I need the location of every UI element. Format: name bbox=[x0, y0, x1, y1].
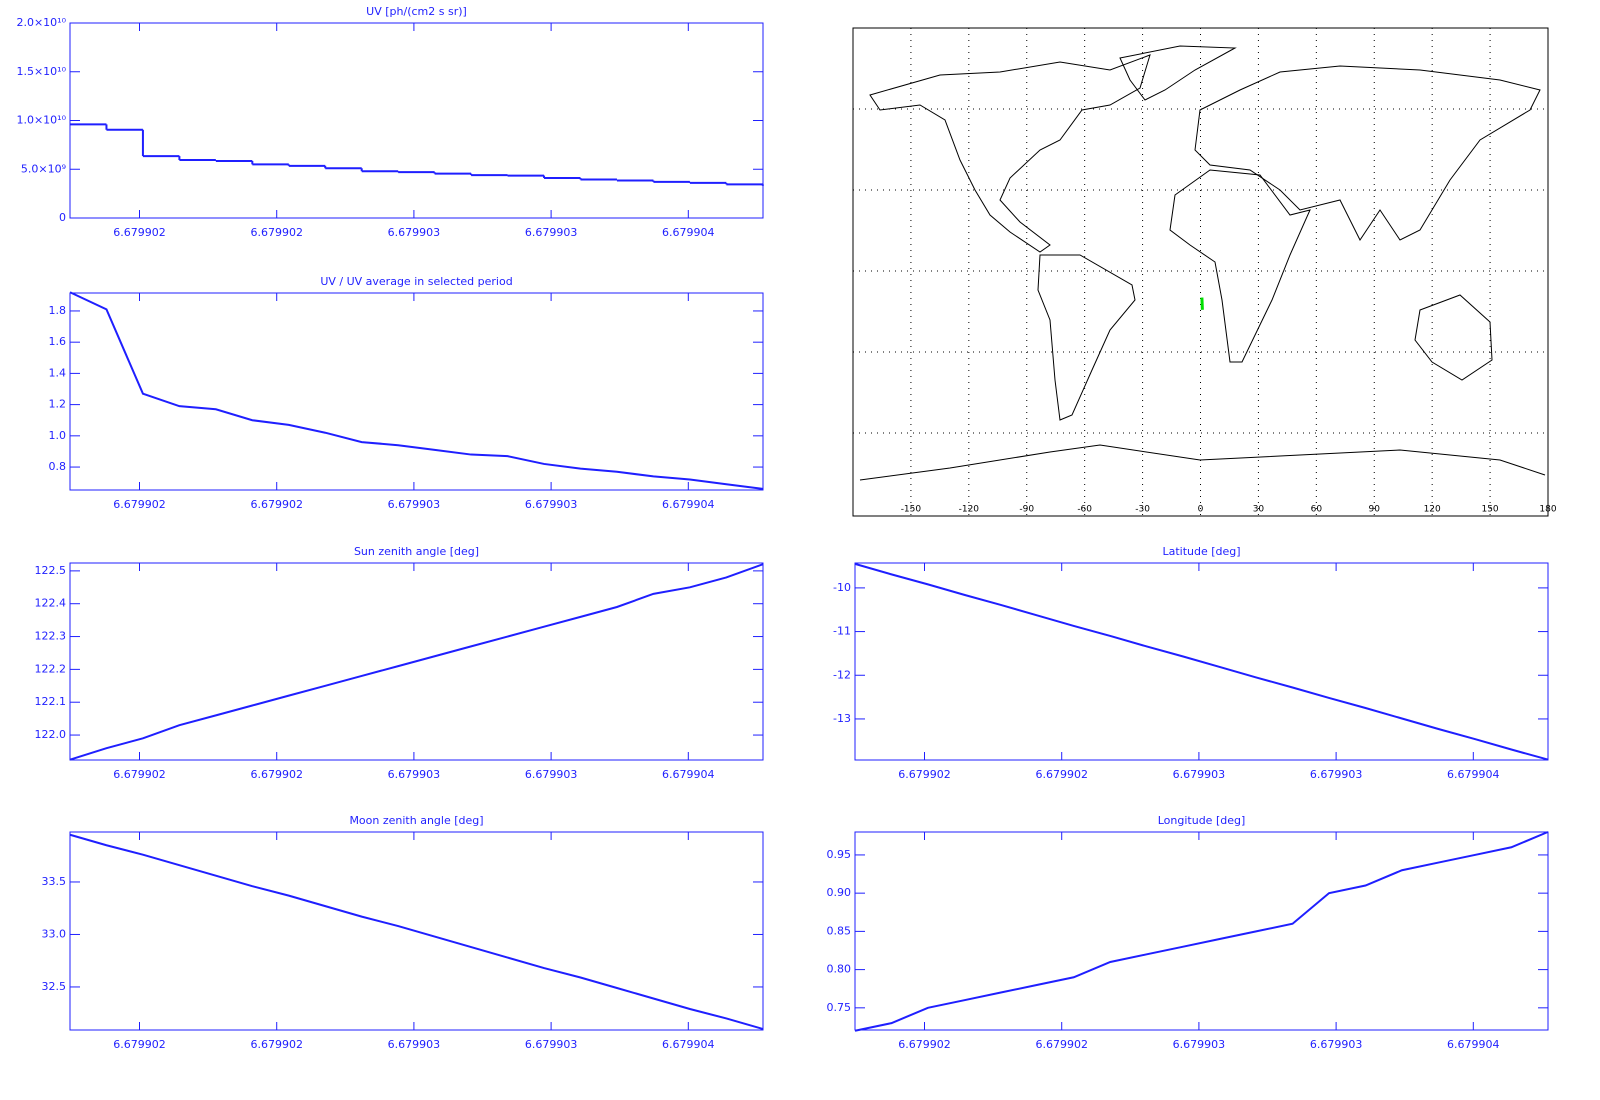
x-tick-label: -150 bbox=[901, 505, 922, 515]
y-tick-label: 0.75 bbox=[827, 1001, 852, 1014]
y-tick-label: -13 bbox=[833, 712, 851, 725]
eurasia bbox=[1194, 65, 1541, 241]
y-tick-label: 122.5 bbox=[35, 564, 67, 577]
x-tick-label: 6.679902 bbox=[113, 768, 166, 781]
x-tick-label: 60 bbox=[1311, 505, 1323, 515]
y-tick-label: -12 bbox=[833, 668, 851, 681]
y-tick-label: -11 bbox=[833, 625, 851, 638]
x-tick-label: 90 bbox=[1369, 505, 1381, 515]
y-tick-label: 0 bbox=[59, 211, 66, 224]
x-tick-label: 6.679903 bbox=[388, 1038, 441, 1051]
x-tick-label: 6.679902 bbox=[250, 768, 303, 781]
data-line bbox=[69, 291, 763, 490]
x-tick-label: 6.679902 bbox=[250, 226, 303, 239]
x-tick-label: 6.679904 bbox=[1447, 768, 1500, 781]
x-tick-label: 6.679902 bbox=[113, 498, 166, 511]
y-tick-label: 0.80 bbox=[827, 963, 852, 976]
australia bbox=[1414, 294, 1493, 381]
x-tick-label: 30 bbox=[1253, 505, 1265, 515]
y-tick-label: 32.5 bbox=[42, 980, 67, 993]
x-tick-label: 6.679904 bbox=[662, 226, 715, 239]
x-tick-label: 6.679904 bbox=[1447, 1038, 1500, 1051]
data-line bbox=[854, 831, 1549, 1032]
x-tick-label: 6.679902 bbox=[113, 1038, 166, 1051]
x-tick-label: 6.679903 bbox=[1173, 1038, 1226, 1051]
plot-frame bbox=[854, 562, 1549, 761]
chart-title: UV / UV average in selected period bbox=[320, 275, 512, 288]
chart-title: Sun zenith angle [deg] bbox=[354, 545, 479, 558]
y-tick-label: 1.2 bbox=[49, 398, 67, 411]
x-tick-label: -30 bbox=[1135, 505, 1150, 515]
plot-frame bbox=[69, 22, 764, 219]
x-tick-label: 6.679903 bbox=[525, 768, 578, 781]
y-tick-label: 0.90 bbox=[827, 886, 852, 899]
chart-title: Moon zenith angle [deg] bbox=[349, 814, 483, 827]
x-tick-label: 6.679902 bbox=[1035, 768, 1088, 781]
x-tick-label: -60 bbox=[1077, 505, 1092, 515]
y-tick-label: 1.4 bbox=[49, 366, 67, 379]
plot-frame bbox=[69, 292, 764, 491]
x-tick-label: 6.679902 bbox=[1035, 1038, 1088, 1051]
x-tick-label: 6.679903 bbox=[388, 768, 441, 781]
chart-title: Longitude [deg] bbox=[1158, 814, 1246, 827]
x-tick-label: 6.679903 bbox=[388, 498, 441, 511]
data-line bbox=[69, 563, 764, 761]
africa bbox=[1169, 169, 1311, 363]
x-tick-label: 6.679902 bbox=[250, 498, 303, 511]
x-tick-label: 0 bbox=[1198, 505, 1204, 515]
x-tick-label: 120 bbox=[1424, 505, 1441, 515]
chart-title: Latitude [deg] bbox=[1162, 545, 1240, 558]
y-tick-label: 122.0 bbox=[35, 728, 67, 741]
y-tick-label: 122.3 bbox=[35, 630, 67, 643]
plot-frame bbox=[69, 831, 764, 1031]
y-tick-label: 5.0×10⁹ bbox=[21, 162, 66, 175]
data-line bbox=[69, 833, 764, 1030]
y-tick-label: -10 bbox=[833, 581, 851, 594]
y-tick-label: 33.5 bbox=[42, 875, 67, 888]
x-tick-label: 6.679904 bbox=[662, 498, 715, 511]
x-tick-label: 6.679903 bbox=[525, 226, 578, 239]
y-tick-label: 1.0×10¹⁰ bbox=[16, 114, 66, 127]
x-tick-label: 150 bbox=[1481, 505, 1498, 515]
y-tick-label: 0.8 bbox=[49, 460, 67, 473]
x-tick-label: -120 bbox=[959, 505, 980, 515]
x-tick-label: 6.679903 bbox=[1173, 768, 1226, 781]
ground-track bbox=[1200, 297, 1204, 310]
x-tick-label: 6.679903 bbox=[1310, 768, 1363, 781]
x-tick-label: 6.679903 bbox=[388, 226, 441, 239]
x-tick-label: 6.679904 bbox=[662, 768, 715, 781]
x-tick-label: 6.679903 bbox=[1310, 1038, 1363, 1051]
y-tick-label: 1.0 bbox=[49, 429, 67, 442]
x-tick-label: 6.679902 bbox=[898, 768, 951, 781]
south-america bbox=[1037, 254, 1136, 421]
x-tick-label: 6.679904 bbox=[662, 1038, 715, 1051]
y-tick-label: 122.2 bbox=[35, 662, 67, 675]
x-tick-label: 6.679903 bbox=[525, 1038, 578, 1051]
y-tick-label: 0.85 bbox=[827, 924, 852, 937]
y-tick-label: 1.8 bbox=[49, 304, 67, 317]
y-tick-label: 122.4 bbox=[35, 597, 67, 610]
x-tick-label: 6.679903 bbox=[525, 498, 578, 511]
x-tick-label: 6.679902 bbox=[898, 1038, 951, 1051]
y-tick-label: 33.0 bbox=[42, 927, 67, 940]
y-tick-label: 2.0×10¹⁰ bbox=[16, 16, 66, 29]
plot-frame bbox=[69, 562, 764, 761]
data-line bbox=[854, 562, 1549, 761]
y-tick-label: 122.1 bbox=[35, 695, 67, 708]
y-tick-label: 1.5×10¹⁰ bbox=[16, 65, 66, 78]
x-tick-label: 180 bbox=[1539, 505, 1556, 515]
chart-title: UV [ph/(cm2 s sr)] bbox=[366, 5, 467, 18]
greenland bbox=[1119, 45, 1237, 101]
x-tick-label: -90 bbox=[1019, 505, 1034, 515]
x-tick-label: 6.679902 bbox=[113, 226, 166, 239]
y-tick-label: 1.6 bbox=[49, 335, 67, 348]
north-america bbox=[869, 54, 1151, 253]
x-tick-label: 6.679902 bbox=[250, 1038, 303, 1051]
y-tick-label: 0.95 bbox=[827, 848, 852, 861]
